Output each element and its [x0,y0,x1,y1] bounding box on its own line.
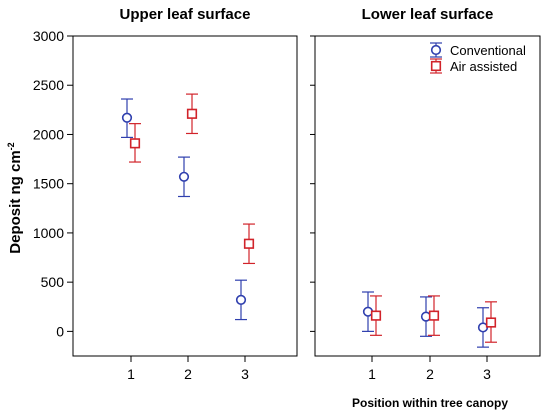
data-point-air-assisted [370,295,382,336]
x-axis-label: Position within tree canopy [352,396,508,410]
y-tick-label: 2500 [33,77,64,93]
y-tick-label: 2000 [33,126,64,142]
data-point-conventional [235,279,247,321]
circle-marker [178,171,190,182]
y-axis-label-main: Deposit ng cm [7,150,24,253]
circle-marker [235,294,247,305]
x-tick-label: 3 [483,366,491,382]
circle-marker [121,112,133,123]
data-point-conventional [121,98,133,139]
y-tick-label: 1500 [33,176,64,192]
data-point-air-assisted [186,93,198,135]
panel-lower-leaf-surface: Lower leaf surface 1 2 3 [310,6,541,382]
x-tick-label: 2 [426,366,434,382]
data-point-conventional [178,156,190,198]
legend-circle-marker [430,44,442,56]
y-axis-label: Deposit ng cm-2 [6,142,24,253]
square-marker [243,238,255,249]
y-tick-label: 3000 [33,28,64,44]
square-marker [186,108,198,119]
y-tick-label: 0 [56,323,64,339]
square-marker [129,138,141,149]
data-point-air-assisted [243,223,255,265]
data-point-air-assisted [129,123,141,163]
panel-title: Upper leaf surface [120,6,251,23]
panel-frame [72,35,298,357]
legend-label: Air assisted [450,59,517,74]
legend-label: Conventional [450,43,526,58]
data-point-air-assisted [485,301,497,343]
panel-upper-leaf-surface: Upper leaf surface 1 2 3 [72,6,298,382]
x-tick-label: 1 [127,366,135,382]
y-axis-ticks: 0 500 1000 1500 2000 2500 3000 [33,28,73,339]
panel-title: Lower leaf surface [362,6,494,23]
x-tick-label: 2 [184,366,192,382]
legend-item-air-assisted: Air assisted [430,58,517,74]
square-marker [370,310,382,321]
square-marker [485,317,497,328]
legend-item-conventional: Conventional [430,42,526,58]
square-marker [428,310,440,321]
y-tick-label: 500 [41,274,65,290]
panel-frame [314,35,541,357]
y-axis-label-superscript: -2 [6,142,16,150]
x-tick-label: 1 [368,366,376,382]
legend-square-marker [430,60,442,72]
y-tick-label: 1000 [33,225,64,241]
x-tick-label: 3 [241,366,249,382]
data-point-conventional [362,291,374,332]
data-point-air-assisted [428,295,440,336]
